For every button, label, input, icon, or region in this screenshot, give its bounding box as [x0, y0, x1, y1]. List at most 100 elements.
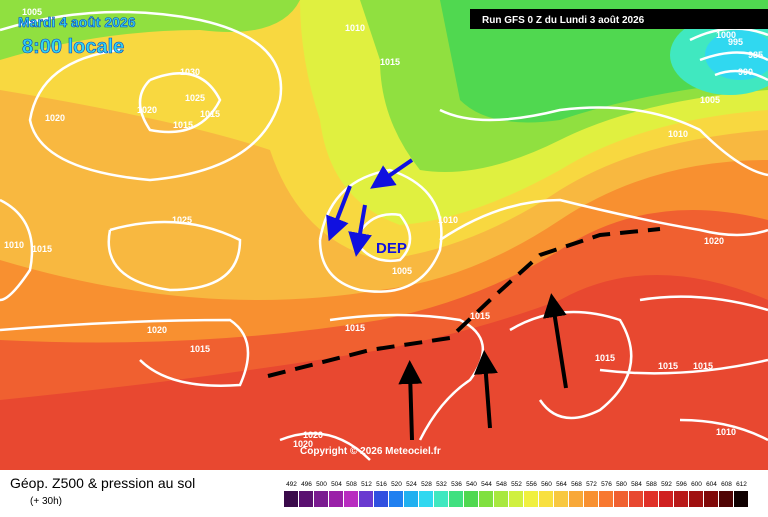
color-scale: 492 496 500 504 508 512 516 520 524 528 532 536 540 5…	[284, 481, 748, 507]
isobar-label: 1025	[172, 215, 192, 225]
scale-label: 608	[721, 481, 732, 488]
isobar-label: 1015	[345, 323, 365, 333]
scale-swatch	[494, 491, 508, 507]
isobar-label: 1000	[716, 30, 736, 40]
run-box	[470, 9, 768, 29]
scale-swatch	[569, 491, 583, 507]
scale-swatch	[599, 491, 613, 507]
isobar-label: 1020	[303, 430, 323, 440]
local-time: 8:00 locale	[22, 36, 124, 58]
scale-label: 572	[586, 481, 597, 488]
isobar-label: 1015	[190, 344, 210, 354]
scale-label: 528	[421, 481, 432, 488]
scale-swatch	[314, 491, 328, 507]
isobar-label: 985	[748, 50, 763, 60]
scale-label: 512	[361, 481, 372, 488]
scale-swatch	[284, 491, 298, 507]
scale-swatch	[464, 491, 478, 507]
scale-label: 596	[676, 481, 687, 488]
scale-label: 564	[556, 481, 567, 488]
scale-swatch	[344, 491, 358, 507]
black-arrows	[398, 293, 568, 441]
isobar-label: 1015	[658, 361, 678, 371]
scale-swatch	[524, 491, 538, 507]
scale-swatch	[689, 491, 703, 507]
scale-label: 520	[391, 481, 402, 488]
scale-swatch	[404, 491, 418, 507]
scale-label: 556	[526, 481, 537, 488]
scale-label: 544	[481, 481, 492, 488]
isobar-label: 1010	[345, 23, 365, 33]
scale-label: 604	[706, 481, 717, 488]
isobar-label: 1030	[180, 67, 200, 77]
scale-label: 532	[436, 481, 447, 488]
scale-label: 516	[376, 481, 387, 488]
lead-time: (+ 30h)	[30, 496, 62, 507]
scale-label: 600	[691, 481, 702, 488]
isobar-label: 1010	[438, 215, 458, 225]
isobar-label: 1015	[595, 353, 615, 363]
scale-swatch	[419, 491, 433, 507]
scale-swatch	[674, 491, 688, 507]
isobar-label: 1015	[470, 311, 490, 321]
copyright: Copyright © 2026 Meteociel.fr	[300, 446, 441, 457]
scale-label: 612	[736, 481, 747, 488]
scale-swatch	[389, 491, 403, 507]
scale-label: 576	[601, 481, 612, 488]
front-line	[267, 227, 661, 378]
scale-swatch	[329, 491, 343, 507]
scale-label: 524	[406, 481, 417, 488]
scale-swatch	[614, 491, 628, 507]
footer-title: Géop. Z500 & pression au sol	[10, 475, 195, 491]
isobar-label: 995	[728, 37, 743, 47]
scale-swatch	[659, 491, 673, 507]
scale-swatch	[434, 491, 448, 507]
isobar-label: 1015	[693, 361, 713, 371]
isobar-label: 1005	[22, 7, 42, 17]
scale-swatch	[629, 491, 643, 507]
scale-label: 592	[661, 481, 672, 488]
blue-arrows	[326, 158, 414, 257]
scale-swatch	[644, 491, 658, 507]
scale-label: 536	[451, 481, 462, 488]
isobar-label: 1005	[392, 266, 412, 276]
scale-swatch	[584, 491, 598, 507]
scale-swatch	[299, 491, 313, 507]
scale-swatch	[479, 491, 493, 507]
isobar-label: 1020	[704, 236, 724, 246]
scale-label: 540	[466, 481, 477, 488]
isobar-label: 1015	[173, 120, 193, 130]
scale-swatch	[554, 491, 568, 507]
isobar-label: 1015	[200, 109, 220, 119]
isobar-label: 1025	[185, 93, 205, 103]
geopotential-field	[0, 0, 768, 470]
isobar-label: 1010	[668, 129, 688, 139]
isobar-label: 1015	[380, 57, 400, 67]
isobar-label: 1015	[32, 244, 52, 254]
scale-swatch	[374, 491, 388, 507]
isobar-label: 1020	[293, 439, 313, 449]
scale-swatch	[719, 491, 733, 507]
low-label: DEP	[376, 240, 407, 257]
isobar-label: 1005	[700, 95, 720, 105]
scale-label: 492	[286, 481, 297, 488]
scale-swatch	[449, 491, 463, 507]
scale-label: 560	[541, 481, 552, 488]
scale-label: 588	[646, 481, 657, 488]
scale-swatch	[704, 491, 718, 507]
scale-label: 580	[616, 481, 627, 488]
scale-swatch	[509, 491, 523, 507]
isobar-labels: 1005 1010 1015 1030 1025 1020 1015 1015 1020 1000…	[4, 7, 763, 449]
isobar-label: 990	[738, 67, 753, 77]
scale-label: 584	[631, 481, 642, 488]
isobar-label: 1010	[716, 427, 736, 437]
scale-swatch	[359, 491, 373, 507]
scale-label: 496	[301, 481, 312, 488]
scale-label: 504	[331, 481, 342, 488]
run-info: Run GFS 0 Z du Lundi 3 août 2026	[482, 15, 645, 26]
isobar-label: 1010	[4, 240, 24, 250]
isobar-label: 1020	[137, 105, 157, 115]
scale-swatch	[734, 491, 748, 507]
scale-label: 568	[571, 481, 582, 488]
